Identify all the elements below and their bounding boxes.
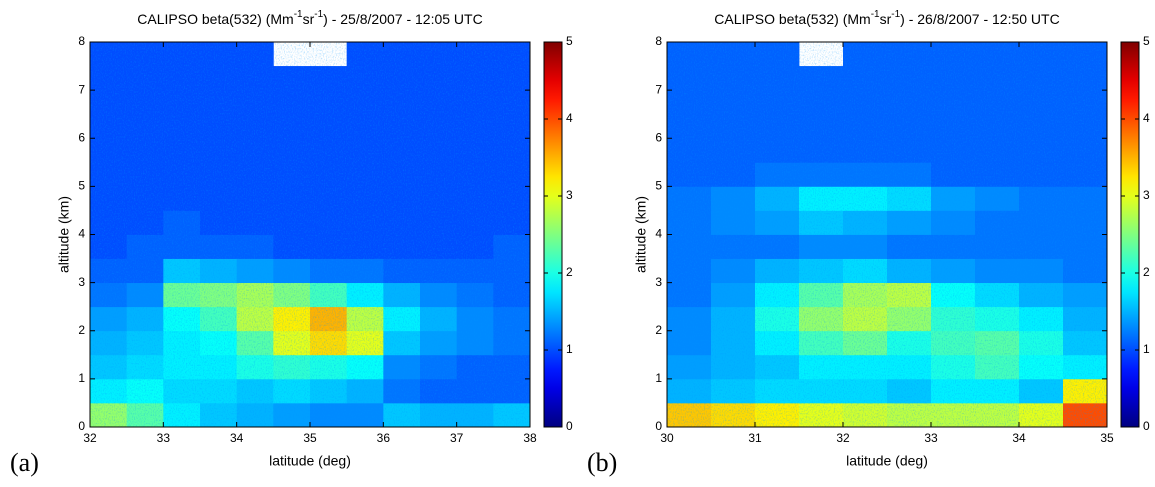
x-tick-label: 38 <box>523 431 537 445</box>
y-tick-label: 0 <box>655 419 662 433</box>
y-tick-label: 4 <box>78 227 85 241</box>
x-axis-label: latitude (deg) <box>269 453 351 469</box>
x-axis-label: latitude (deg) <box>846 453 928 469</box>
colorbar-tick-label: 1 <box>566 342 573 356</box>
y-tick-label: 6 <box>78 130 85 144</box>
title-text: ) - 25/8/2007 - 12:05 UTC <box>323 11 483 27</box>
x-tick-label: 36 <box>377 431 391 445</box>
y-axis-label: altitude (km) <box>56 196 72 273</box>
x-tick-label: 35 <box>303 431 317 445</box>
x-tick-label: 33 <box>924 431 938 445</box>
noise-texture <box>667 42 1107 427</box>
y-tick-label: 7 <box>655 82 662 96</box>
y-tick-label: 3 <box>655 275 662 289</box>
x-tick-label: 31 <box>748 431 762 445</box>
y-tick-label: 4 <box>655 227 662 241</box>
colorbar-tick-label: 2 <box>1143 265 1150 279</box>
x-tick-label: 34 <box>1012 431 1026 445</box>
y-tick-label: 1 <box>78 371 85 385</box>
y-tick-label: 6 <box>655 130 662 144</box>
title-text: sr <box>303 11 315 27</box>
colorbar-tick-label: 5 <box>1143 34 1150 48</box>
y-tick-label: 5 <box>655 179 662 193</box>
colorbar-tick-label: 4 <box>566 111 573 125</box>
title-superscript: -1 <box>891 9 900 20</box>
y-axis-label: altitude (km) <box>633 196 649 273</box>
chart-title: CALIPSO beta(532) (Mm-1sr-1) - 26/8/2007… <box>714 9 1059 27</box>
colorbar-tick-label: 3 <box>1143 188 1150 202</box>
y-tick-label: 5 <box>78 179 85 193</box>
y-tick-label: 2 <box>655 323 662 337</box>
colorbar-tick-label: 1 <box>1143 342 1150 356</box>
panel-label: (a) <box>10 448 39 477</box>
y-tick-label: 1 <box>655 371 662 385</box>
title-text: ) - 26/8/2007 - 12:50 UTC <box>900 11 1060 27</box>
colorbar-tick-label: 4 <box>1143 111 1150 125</box>
y-tick-label: 2 <box>78 323 85 337</box>
colorbar-tick-label: 2 <box>566 265 573 279</box>
title-superscript: -1 <box>871 9 880 20</box>
colorbar <box>543 41 563 428</box>
x-tick-label: 30 <box>660 431 674 445</box>
x-tick-label: 34 <box>230 431 244 445</box>
x-tick-label: 32 <box>83 431 97 445</box>
noise-texture <box>90 42 530 427</box>
x-tick-label: 37 <box>450 431 464 445</box>
x-tick-label: 33 <box>157 431 171 445</box>
y-tick-label: 8 <box>655 34 662 48</box>
colorbar-tick-label: 3 <box>566 188 573 202</box>
title-text: sr <box>880 11 892 27</box>
y-tick-label: 7 <box>78 82 85 96</box>
title-text: CALIPSO beta(532) (Mm <box>137 11 293 27</box>
panel-label: (b) <box>587 448 617 477</box>
y-tick-label: 8 <box>78 34 85 48</box>
colorbar-tick-label: 0 <box>1143 419 1150 433</box>
y-tick-label: 0 <box>78 419 85 433</box>
title-superscript: -1 <box>314 9 323 20</box>
x-tick-label: 32 <box>836 431 850 445</box>
y-tick-label: 3 <box>78 275 85 289</box>
chart-title: CALIPSO beta(532) (Mm-1sr-1) - 25/8/2007… <box>137 9 482 27</box>
x-tick-label: 35 <box>1100 431 1114 445</box>
title-text: CALIPSO beta(532) (Mm <box>714 11 870 27</box>
colorbar-tick-label: 0 <box>566 419 573 433</box>
title-superscript: -1 <box>294 9 303 20</box>
colorbar-tick-label: 5 <box>566 34 573 48</box>
colorbar <box>1120 41 1140 428</box>
